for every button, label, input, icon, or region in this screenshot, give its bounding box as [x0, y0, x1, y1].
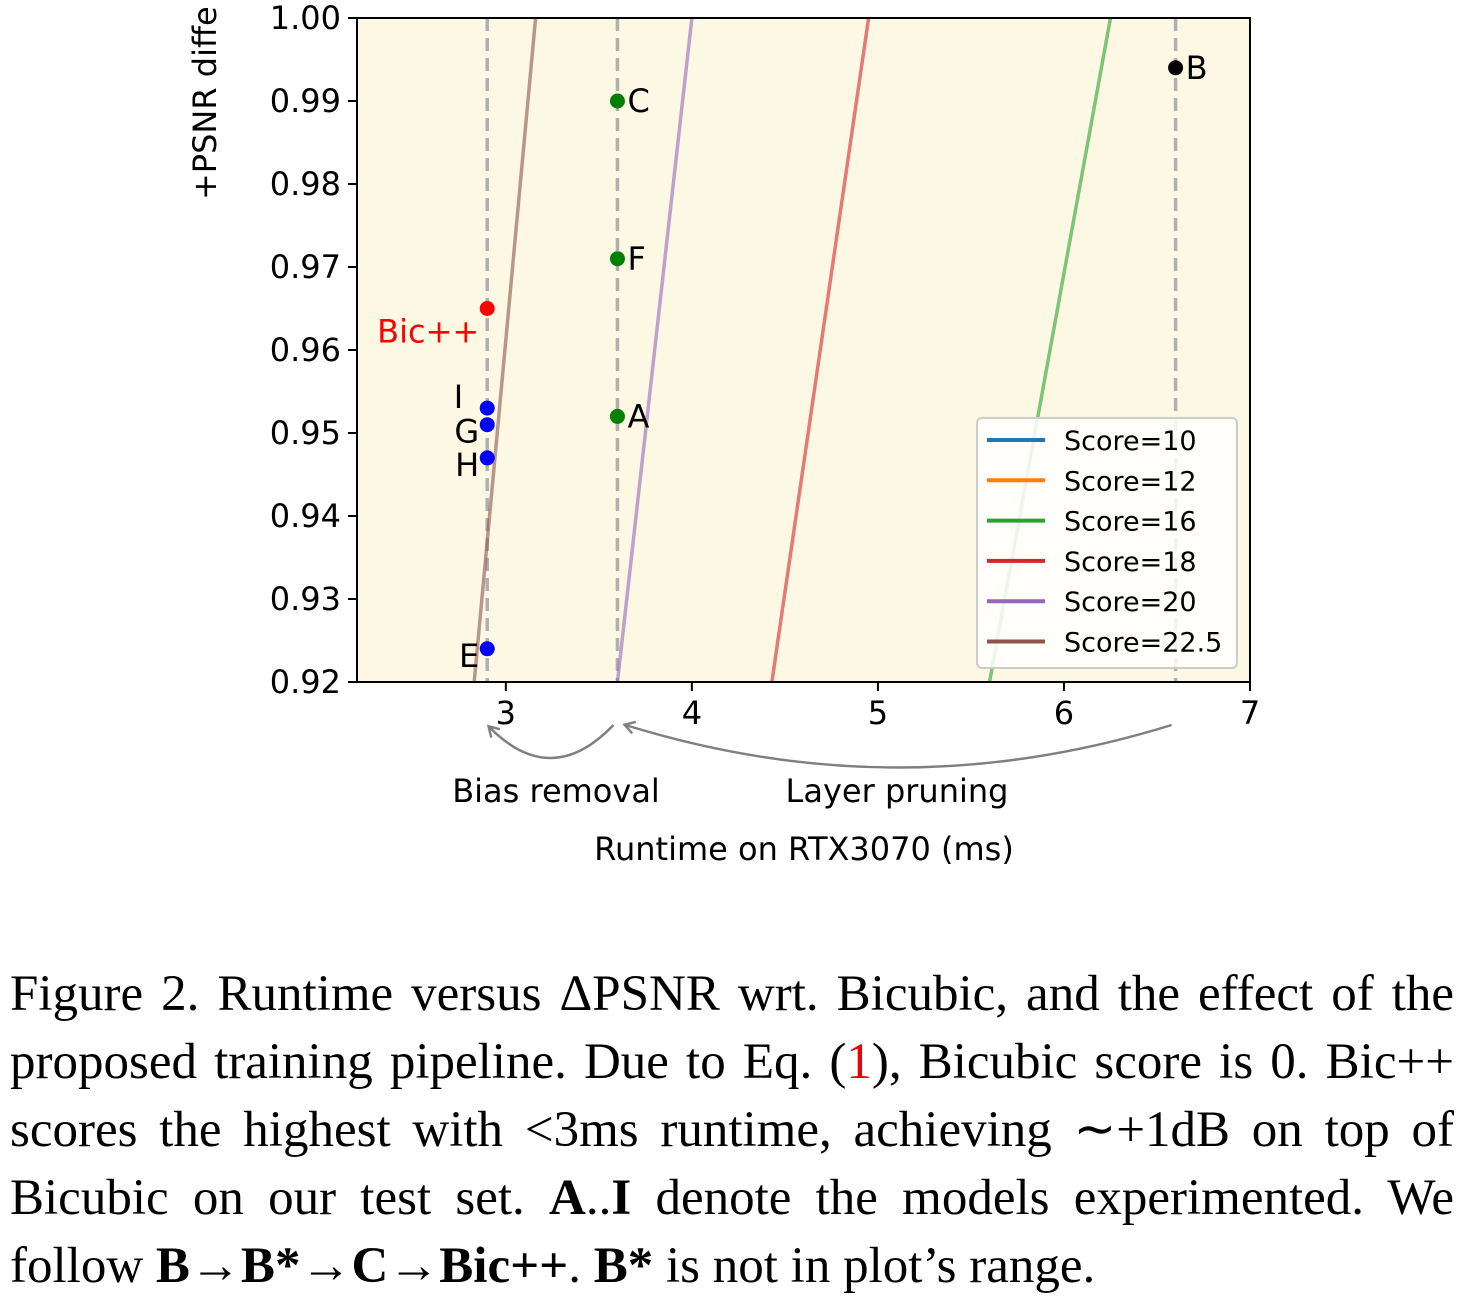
y-tick-label: 1.00: [270, 0, 341, 37]
x-tick-label: 3: [496, 694, 516, 732]
caption-text: is not in plot’s range.: [653, 1238, 1096, 1294]
point-label-bic: Bic++: [377, 313, 479, 351]
point-e: [479, 641, 495, 657]
y-tick-label: 0.96: [270, 331, 341, 369]
point-label-e: E: [459, 637, 479, 675]
y-tick-label: 0.94: [270, 497, 341, 535]
legend-label-score-20: Score=20: [1064, 587, 1197, 618]
x-tick-label: 4: [682, 694, 702, 732]
score-line-score-18: [770, 18, 871, 682]
bias-removal-arrow: [489, 724, 615, 760]
x-axis-label: Runtime on RTX3070 (ms): [594, 830, 1014, 868]
y-axis-label: +PSNR diffe: [186, 6, 224, 200]
score-line-score-20: [615, 18, 694, 682]
bias-removal-label: Bias removal: [452, 772, 660, 810]
caption-bold-bstar: B*: [593, 1238, 654, 1294]
caption-text: .: [568, 1238, 594, 1294]
point-b: [1168, 60, 1184, 76]
equation-reference-link[interactable]: 1: [846, 1034, 872, 1090]
legend-label-score-22-5: Score=22.5: [1064, 628, 1222, 659]
caption-figure-label: Figure 2.: [10, 966, 200, 1022]
caption-text: Runtime versus ΔPSNR wrt. Bicubic, and t…: [10, 966, 1455, 1090]
point-c: [609, 93, 625, 109]
caption-bold-models: I: [611, 1170, 632, 1226]
legend-label-score-16: Score=16: [1064, 507, 1197, 538]
layer-pruning-label: Layer pruning: [786, 772, 1009, 810]
point-label-c: C: [627, 82, 649, 120]
point-label-f: F: [627, 240, 645, 278]
point-f: [609, 251, 625, 267]
caption-text: ), Bicubic score is 0. Bic++ scores the …: [10, 1034, 1454, 1226]
y-tick-label: 0.98: [270, 165, 341, 203]
caption-text: ..: [585, 1170, 612, 1226]
point-g: [479, 417, 495, 433]
point-label-i: I: [454, 378, 463, 416]
legend-label-score-18: Score=18: [1064, 547, 1197, 578]
x-tick-label: 7: [1240, 694, 1260, 732]
point-bic: [479, 301, 495, 316]
y-tick-label: 0.92: [270, 663, 341, 701]
point-label-h: H: [455, 446, 479, 484]
point-a: [609, 408, 625, 424]
caption-bold-models: A: [549, 1170, 586, 1226]
score-line-score-22-5: [472, 18, 538, 682]
legend-label-score-12: Score=12: [1064, 466, 1197, 497]
point-h: [479, 450, 495, 466]
chart: B C F A Bic++ IGH E 3 4 5 6 7 0.92 0.93 0.94 0.95 0.96…: [186, 0, 1260, 868]
caption-bold-pipeline: B→B*→C→Bic++: [155, 1238, 569, 1294]
x-tick-label: 5: [868, 694, 888, 732]
point-i: [479, 400, 495, 416]
y-tick-label: 0.99: [270, 82, 341, 120]
point-label-a: A: [627, 397, 649, 435]
caption-text: denote the models experimented. We follo…: [10, 1170, 1455, 1294]
y-tick-label: 0.93: [270, 580, 341, 618]
layer-pruning-arrow: [625, 725, 1172, 769]
point-label-b: B: [1186, 49, 1208, 87]
point-label-g: G: [454, 413, 479, 451]
y-tick-label: 0.95: [270, 414, 341, 452]
x-tick-label: 6: [1054, 694, 1074, 732]
y-tick-label: 0.97: [270, 248, 341, 286]
legend-label-score-10: Score=10: [1064, 426, 1197, 457]
figure-caption: Figure 2. Runtime versus ΔPSNR wrt. Bicu…: [10, 960, 1454, 1300]
